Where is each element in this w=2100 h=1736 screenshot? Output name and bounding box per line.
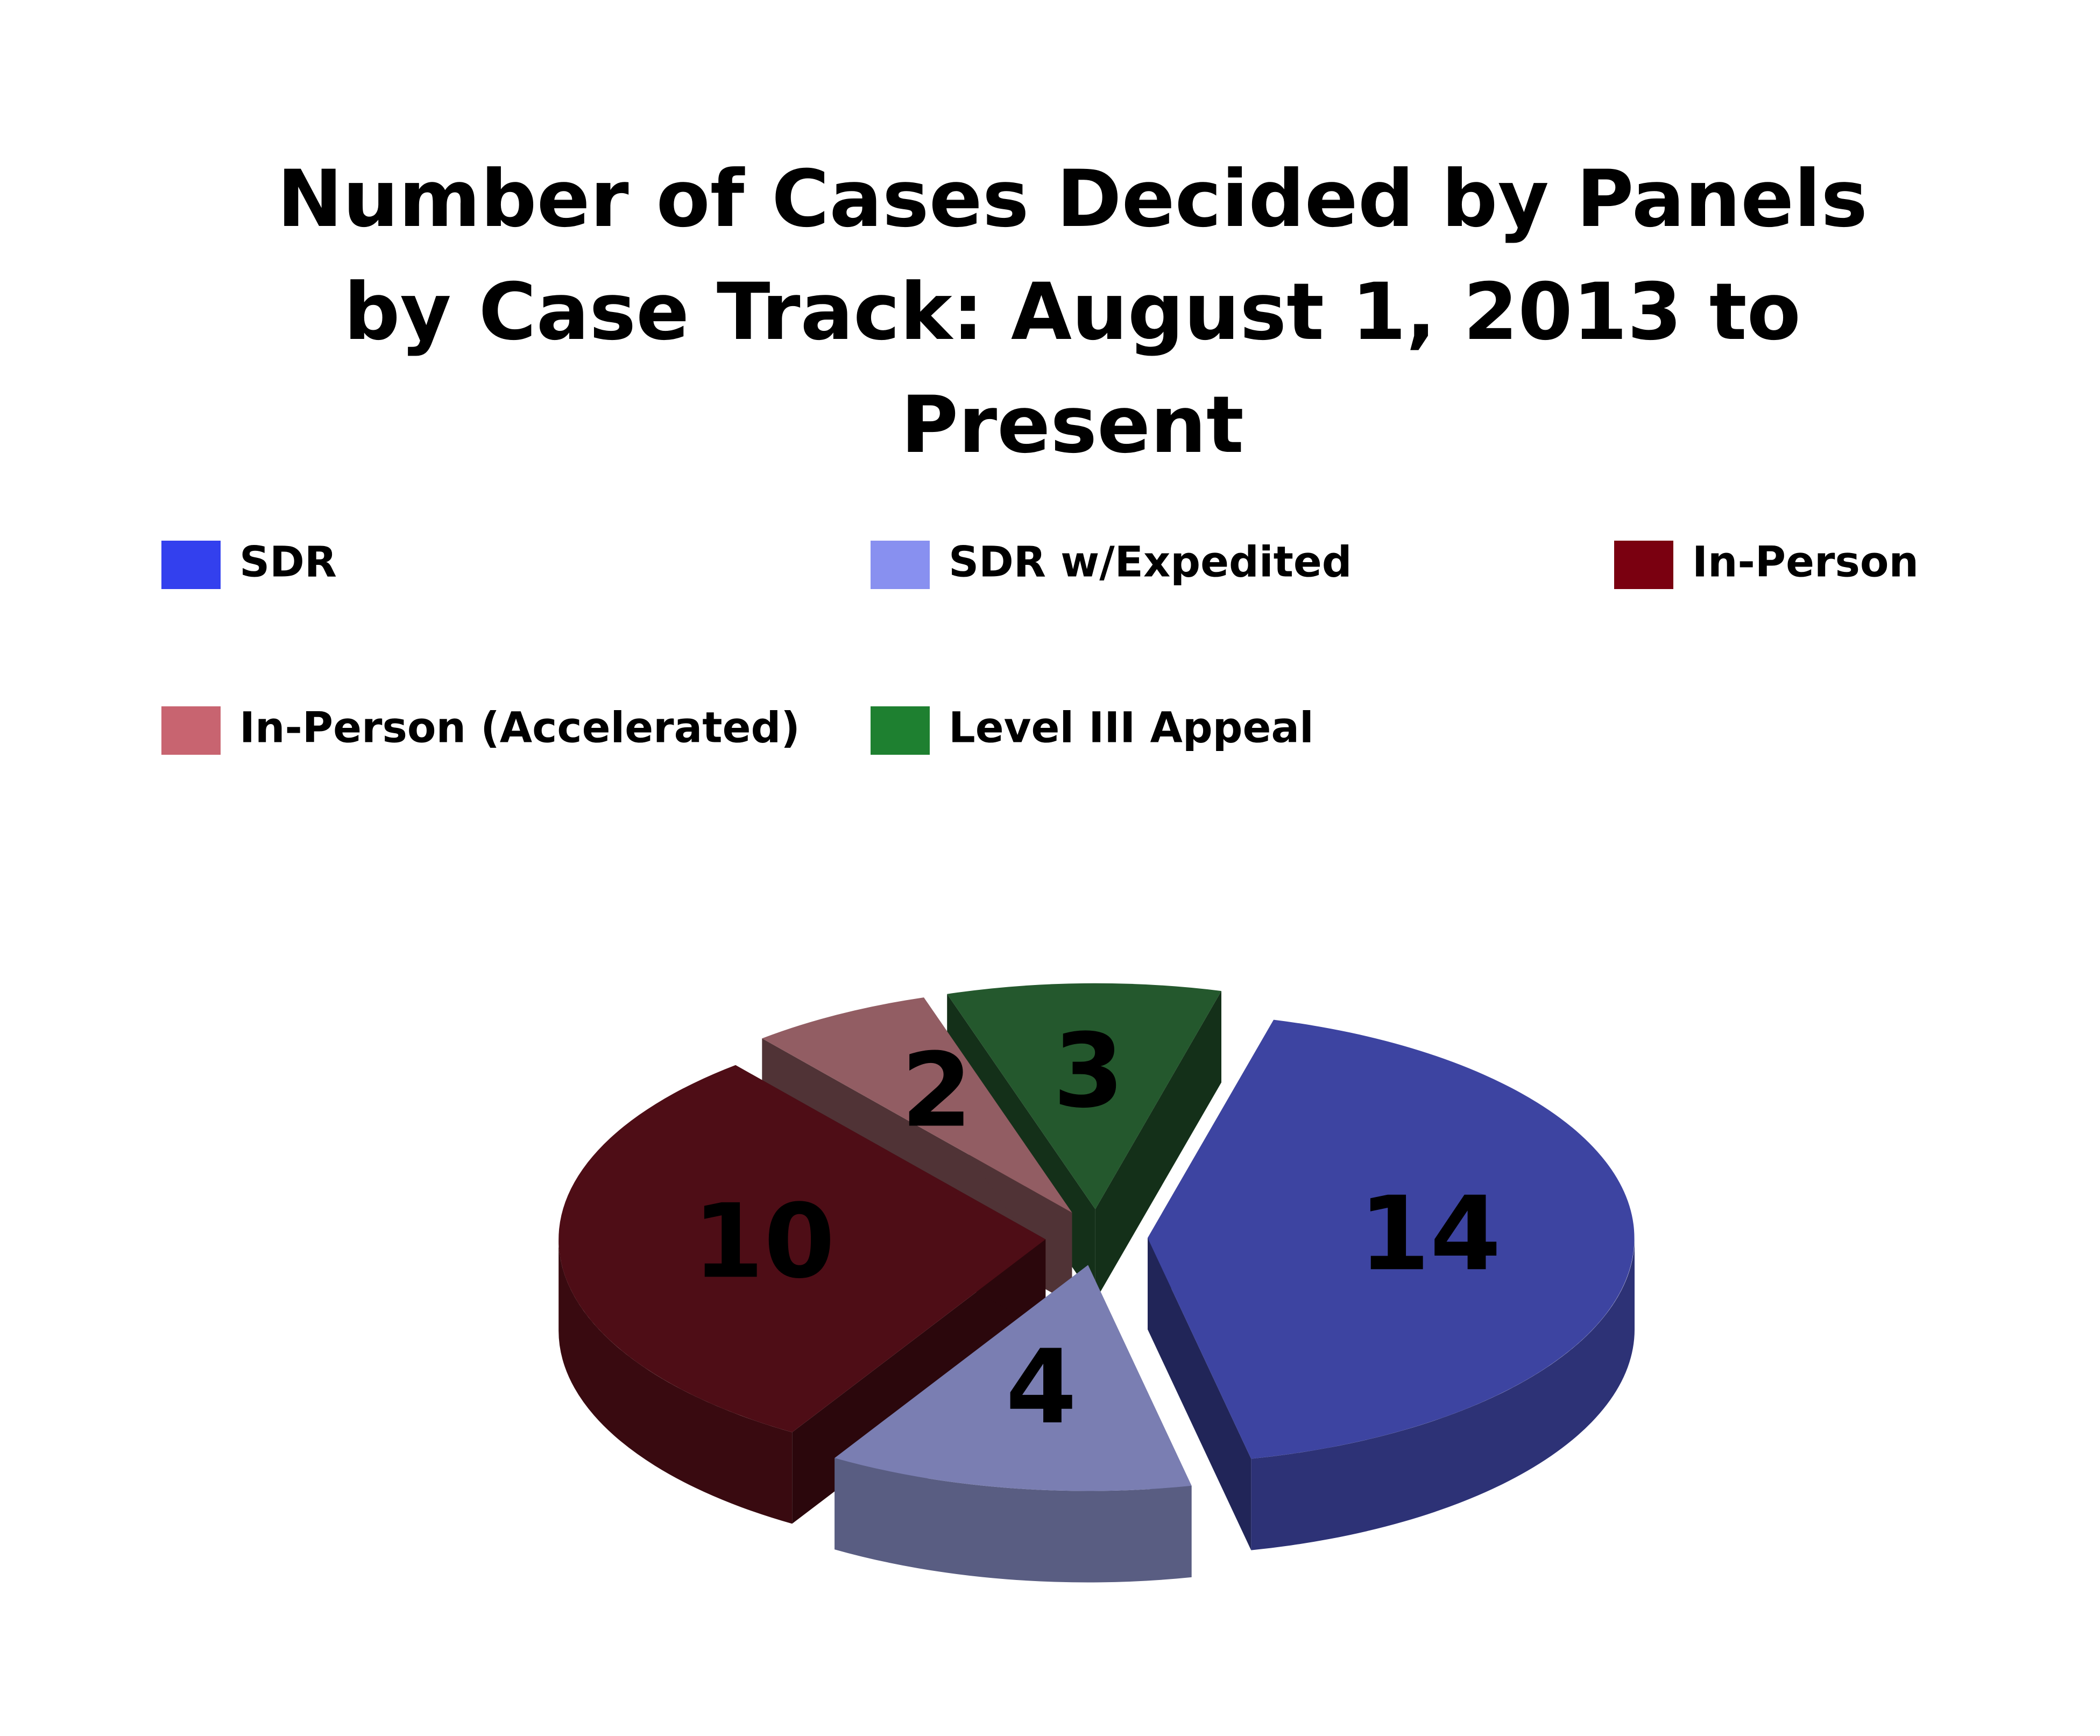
- legend-label: Level III Appeal: [949, 704, 1314, 752]
- legend-swatch: [871, 541, 930, 589]
- legend-label: In-Person (Accelerated): [239, 704, 800, 752]
- value-label: 10: [692, 1182, 835, 1301]
- legend-swatch: [161, 706, 221, 755]
- chart-title: by Case Track: August 1, 2013 to: [344, 266, 1801, 358]
- legend-label: SDR: [239, 538, 337, 586]
- pie-slice: [1148, 1019, 1635, 1459]
- value-label: 4: [1006, 1328, 1077, 1447]
- pie-slice: [762, 997, 1072, 1213]
- value-label: 14: [1359, 1174, 1501, 1293]
- legend-label: In-Person: [1692, 538, 1919, 586]
- legend-swatch: [161, 541, 221, 589]
- value-label: 3: [1053, 1011, 1124, 1130]
- pie-slice: [835, 1265, 1192, 1491]
- slice-wall: [835, 1458, 1192, 1583]
- slice-side: [1095, 991, 1221, 1301]
- chart-title: Number of Cases Decided by Panels: [277, 153, 1868, 245]
- pie-slice: [947, 983, 1221, 1209]
- chart-title: Present: [901, 379, 1244, 471]
- value-label: 2: [901, 1031, 972, 1150]
- slice-side: [1148, 1238, 1251, 1550]
- legend-label: SDR w/Expedited: [949, 538, 1352, 586]
- slice-wall: [1251, 1238, 1635, 1550]
- legend-swatch: [871, 706, 930, 755]
- slice-wall: [558, 1239, 793, 1524]
- pie-slice: [558, 1065, 1046, 1433]
- legend-swatch: [1614, 541, 1673, 589]
